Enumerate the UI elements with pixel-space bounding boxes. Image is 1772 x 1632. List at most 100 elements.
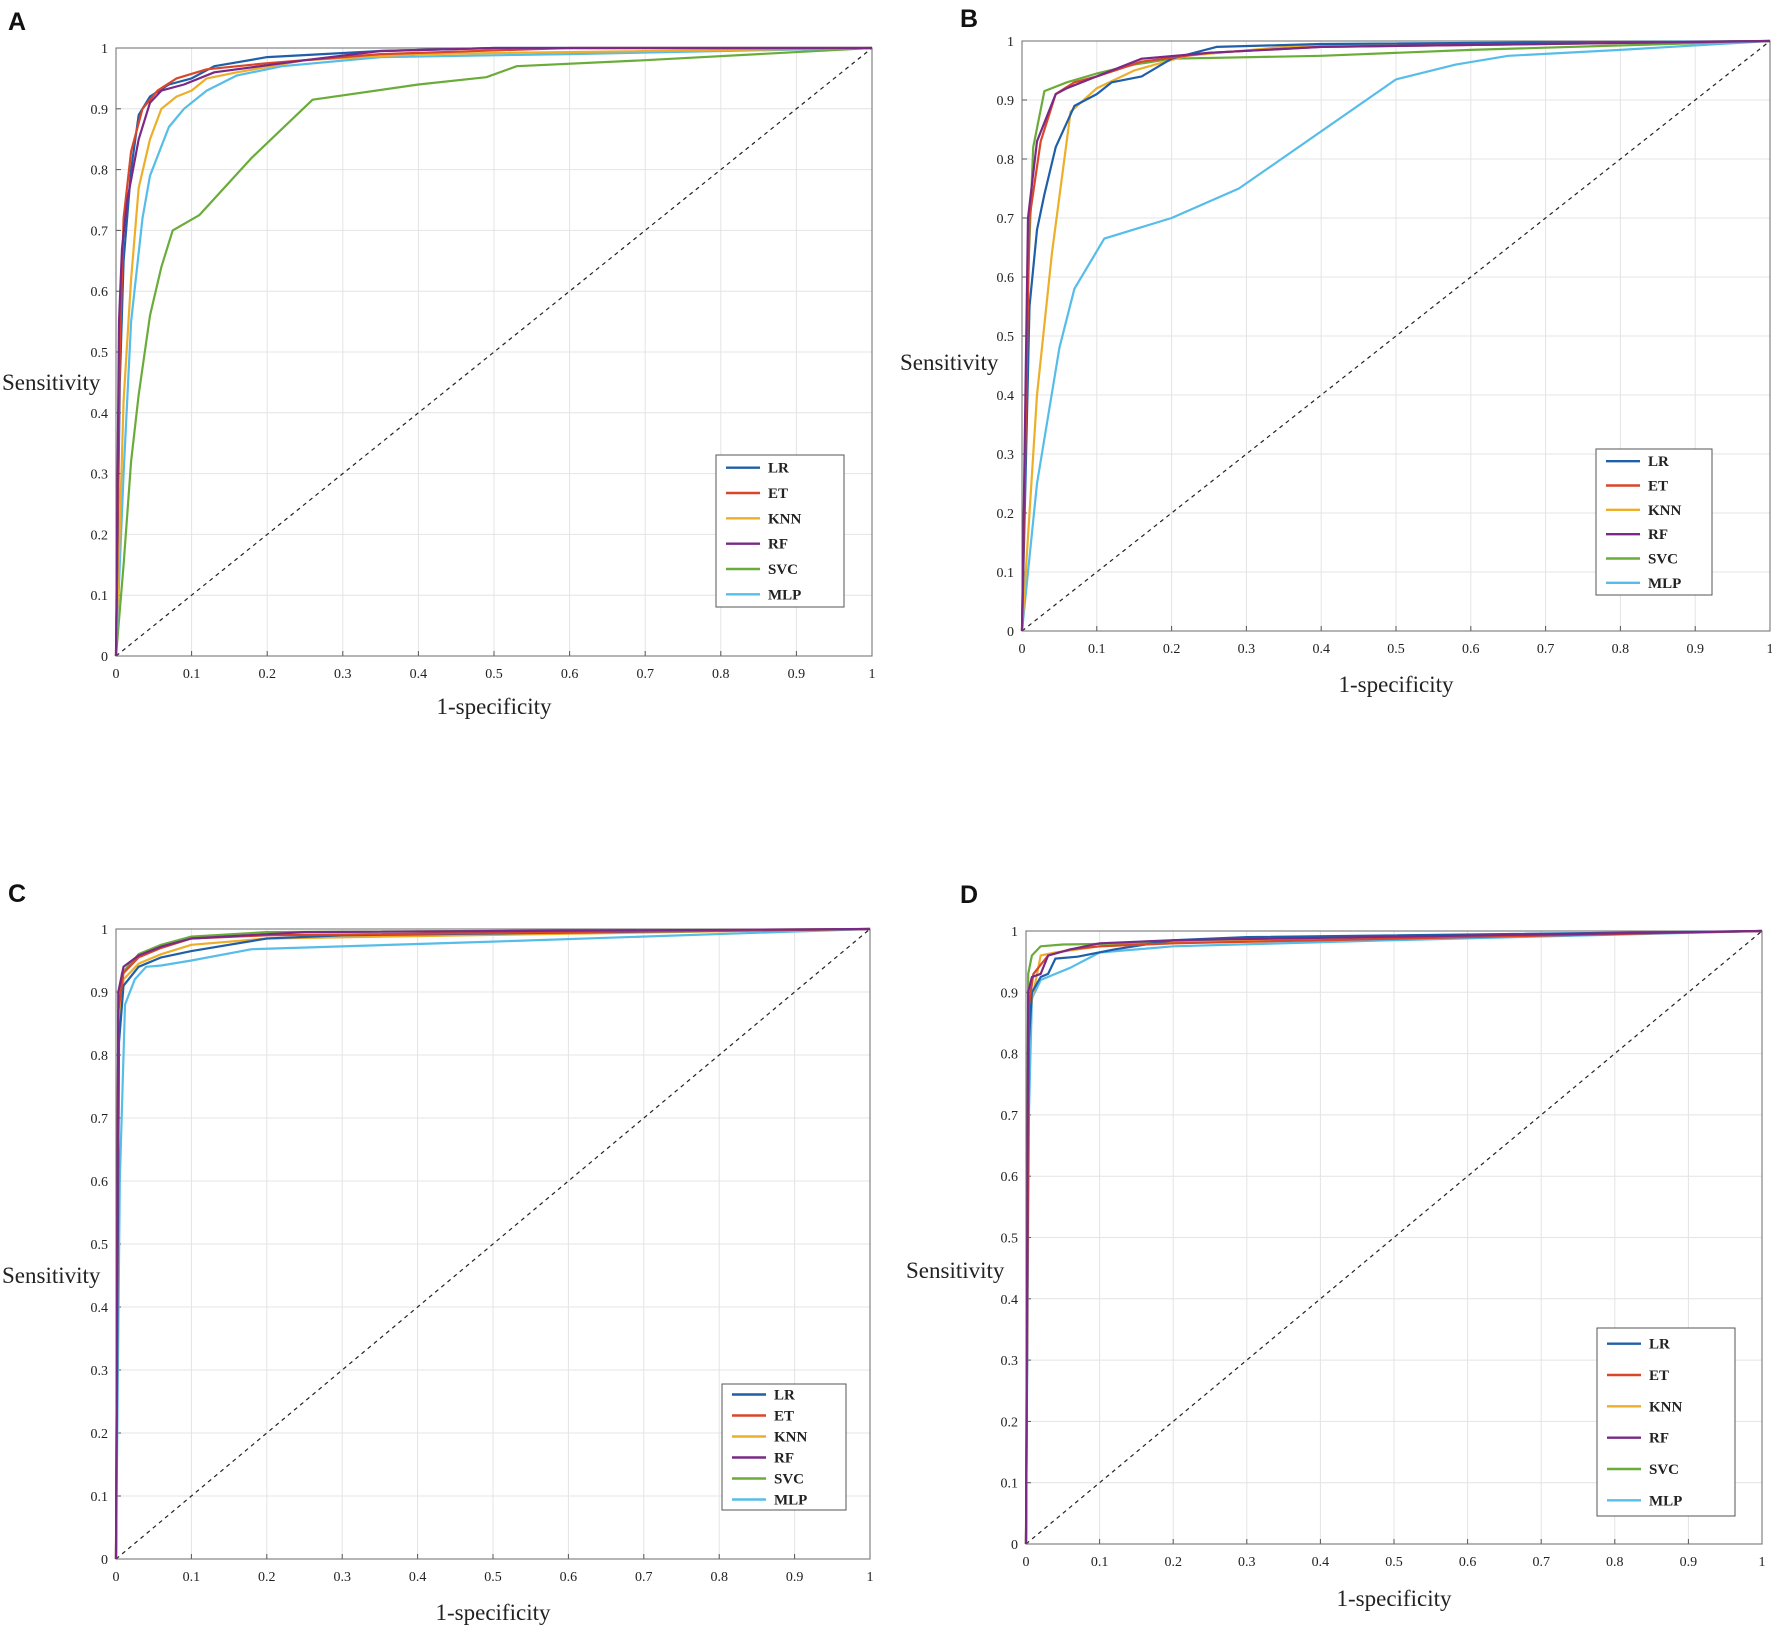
y-tick-label: 0.3 bbox=[997, 448, 1015, 463]
legend-label-mlp: MLP bbox=[774, 1493, 807, 1509]
y-tick-label: 0.7 bbox=[997, 212, 1015, 227]
x-tick-label: 0 bbox=[113, 1570, 120, 1585]
x-tick-label: 0.4 bbox=[1312, 1555, 1330, 1570]
x-tick-label: 0.5 bbox=[1387, 642, 1405, 657]
y-tick-label: 0.7 bbox=[1001, 1109, 1019, 1124]
legend-label-et: ET bbox=[774, 1409, 794, 1425]
panel-c: C 0 0.1 0.2 0.3 0.4 0.5 0.6 0.7 0.8 0.9 1 0 0.1 0.2 0.3… bbox=[2, 880, 874, 1625]
x-tick-label: 0.1 bbox=[183, 1570, 201, 1585]
y-tick-label: 0 bbox=[1007, 625, 1014, 640]
y-tick-label: 0.7 bbox=[91, 1112, 109, 1127]
x-tick-label: 0.7 bbox=[1532, 1555, 1550, 1570]
y-tick-label: 0.9 bbox=[91, 103, 109, 118]
x-tick-label: 1 bbox=[869, 667, 876, 682]
x-tick-label: 0.3 bbox=[1238, 642, 1256, 657]
y-tick-label: 0.8 bbox=[91, 164, 109, 179]
legend-label-lr: LR bbox=[768, 461, 789, 477]
panel-letter: B bbox=[960, 5, 978, 33]
x-tick-label: 1 bbox=[1767, 642, 1772, 657]
series-line-rf bbox=[114, 927, 871, 1560]
series-line-rf bbox=[1024, 929, 1763, 1545]
x-tick-label: 0.5 bbox=[1385, 1555, 1403, 1570]
y-tick-label: 0.3 bbox=[91, 1364, 109, 1379]
y-tick-label: 0.8 bbox=[1001, 1048, 1019, 1063]
x-tick-label: 0.8 bbox=[710, 1570, 728, 1585]
x-tick-label: 0.5 bbox=[484, 1570, 502, 1585]
chance-diagonal-line bbox=[115, 928, 871, 1560]
y-tick-label: 1 bbox=[1007, 35, 1014, 50]
y-tick-label: 0.4 bbox=[91, 1301, 109, 1316]
panel-letter: C bbox=[8, 880, 26, 908]
y-tick-label: 0.7 bbox=[91, 224, 109, 239]
x-tick-label: 0.3 bbox=[333, 1570, 351, 1585]
legend-label-et: ET bbox=[768, 486, 788, 502]
x-tick-label: 0.1 bbox=[183, 667, 201, 682]
y-tick-label: 0.1 bbox=[91, 1490, 109, 1505]
y-tick-label: 0.8 bbox=[91, 1049, 109, 1064]
legend-label-lr: LR bbox=[1649, 1337, 1670, 1353]
x-tick-label: 1 bbox=[1759, 1555, 1766, 1570]
y-tick-label: 1 bbox=[101, 923, 108, 938]
series-line-lr bbox=[114, 927, 871, 1560]
legend-label-lr: LR bbox=[774, 1388, 795, 1404]
x-tick-label: 0.6 bbox=[1462, 642, 1480, 657]
panel-a: A 0 0.1 0.2 0.3 0.4 0.5 0.6 0.7 0.8 0.9 1 0 0.1 0.2 0.3… bbox=[2, 8, 876, 719]
y-tick-label: 1 bbox=[101, 42, 108, 57]
x-tick-label: 0.6 bbox=[561, 667, 579, 682]
legend-box bbox=[1596, 1327, 1736, 1517]
x-tick-label: 0.7 bbox=[635, 1570, 653, 1585]
x-tick-label: 0.4 bbox=[1312, 642, 1330, 657]
x-tick-label: 0.9 bbox=[1686, 642, 1704, 657]
y-axis-title: Sensitivity bbox=[900, 350, 999, 375]
legend-label-rf: RF bbox=[1649, 1431, 1669, 1447]
panel-d: D 0 0.1 0.2 0.3 0.4 0.5 0.6 0.7 0.8 0.9 1 0 0.1 0.2 0.3… bbox=[906, 881, 1766, 1611]
y-tick-label: 0.2 bbox=[91, 1427, 109, 1442]
legend-label-knn: KNN bbox=[1649, 1399, 1683, 1415]
x-tick-label: 0.3 bbox=[334, 667, 352, 682]
y-tick-label: 0.4 bbox=[997, 389, 1015, 404]
x-tick-label: 1 bbox=[867, 1570, 874, 1585]
legend: LR ET KNN RF SVC MLP bbox=[715, 454, 845, 608]
legend-label-svc: SVC bbox=[1649, 1462, 1679, 1478]
axes-frame bbox=[115, 928, 871, 1560]
x-tick-label: 0.2 bbox=[1164, 1555, 1182, 1570]
y-tick-label: 0.6 bbox=[91, 285, 109, 300]
legend-label-et: ET bbox=[1648, 479, 1668, 495]
chance-diagonal-line bbox=[115, 47, 873, 657]
panel-letter: D bbox=[960, 881, 978, 909]
series-line-svc bbox=[114, 46, 873, 657]
x-tick-label: 0.1 bbox=[1091, 1555, 1109, 1570]
y-tick-label: 0.9 bbox=[1001, 986, 1019, 1001]
x-tick-label: 0.9 bbox=[786, 1570, 804, 1585]
y-tick-label: 0.1 bbox=[997, 566, 1015, 581]
series-line-rf bbox=[114, 46, 872, 657]
y-tick-label: 0 bbox=[101, 650, 108, 665]
y-tick-label: 0.4 bbox=[91, 407, 109, 422]
y-tick-label: 0.8 bbox=[997, 153, 1015, 168]
x-tick-label: 0.8 bbox=[712, 667, 730, 682]
y-tick-label: 0.3 bbox=[91, 468, 109, 483]
legend-label-svc: SVC bbox=[1648, 552, 1678, 568]
legend-label-rf: RF bbox=[768, 537, 788, 553]
x-tick-label: 0.6 bbox=[1459, 1555, 1477, 1570]
legend-label-knn: KNN bbox=[1648, 503, 1682, 519]
chance-diagonal-line bbox=[1021, 40, 1771, 632]
legend-label-lr: LR bbox=[1648, 454, 1669, 470]
y-axis-title: Sensitivity bbox=[2, 370, 101, 395]
series-line-mlp bbox=[114, 927, 871, 1560]
x-tick-label: 0.9 bbox=[1680, 1555, 1698, 1570]
x-tick-label: 0.2 bbox=[1163, 642, 1181, 657]
y-tick-label: 0.2 bbox=[997, 507, 1015, 522]
panel-letter: A bbox=[8, 8, 26, 36]
series-line-mlp bbox=[1020, 39, 1771, 632]
legend: LR ET KNN RF SVC MLP bbox=[1595, 448, 1713, 596]
axes-frame bbox=[1025, 930, 1763, 1545]
y-axis-title: Sensitivity bbox=[2, 1263, 101, 1288]
y-tick-label: 0.4 bbox=[1001, 1293, 1019, 1308]
series-line-rf bbox=[1020, 39, 1771, 632]
legend-box bbox=[1595, 448, 1713, 596]
legend-box bbox=[721, 1383, 847, 1511]
x-tick-label: 0.7 bbox=[1537, 642, 1555, 657]
y-tick-label: 0.6 bbox=[91, 1175, 109, 1190]
